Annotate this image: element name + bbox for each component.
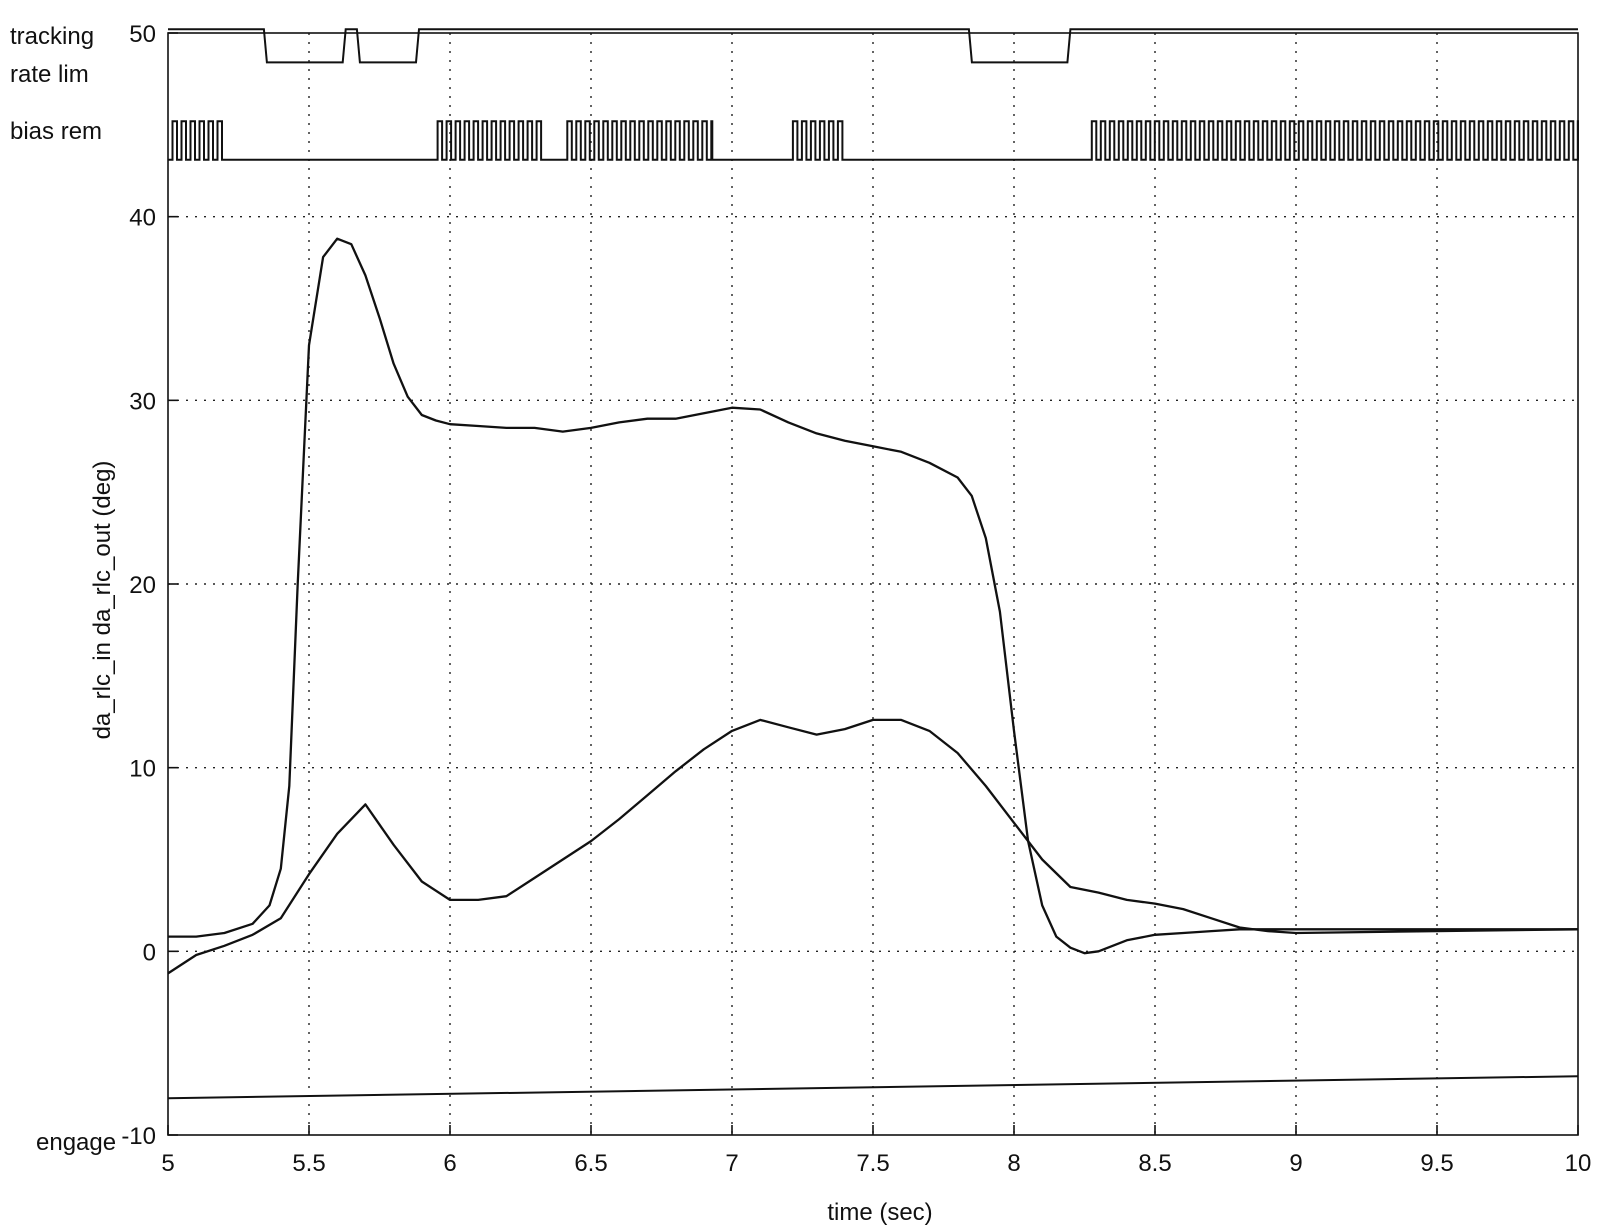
x-tick-label: 10 [1565, 1150, 1592, 1177]
y-tick-label: 20 [129, 572, 156, 599]
y-tick-label: 30 [129, 388, 156, 415]
y-tick-label: 40 [129, 205, 156, 232]
discrete-trace-group [167, 28, 1579, 1100]
x-tick-label: 7.5 [856, 1150, 889, 1177]
engage-label: engage [36, 1129, 116, 1156]
tracking-trace [168, 28, 1578, 64]
y-tick-label: 50 [129, 21, 156, 48]
series-group [167, 237, 1579, 975]
y-axis-label: da_rlc_in da_rlc_out (deg) [89, 461, 116, 740]
x-tick-label: 9 [1289, 1150, 1302, 1177]
x-tick-label: 6.5 [574, 1150, 607, 1177]
x-tick-label: 5 [161, 1150, 174, 1177]
x-tick-label: 6 [443, 1150, 456, 1177]
series-line-2 [167, 718, 1579, 975]
engage-trace [167, 1075, 1579, 1100]
x-tick-label: 7 [725, 1150, 738, 1177]
x-tick-label: 8.5 [1138, 1150, 1171, 1177]
y-tick-label: 0 [143, 939, 156, 966]
x-tick-labels: 5 5.5 6 6.5 7 7.5 8 8.5 9 9.5 10 [161, 1125, 1591, 1177]
grid-lines [168, 33, 1578, 1135]
x-tick-label: 5.5 [292, 1150, 325, 1177]
bias-rem-label: bias rem [10, 118, 102, 145]
tracking-label: tracking [10, 23, 94, 50]
x-tick-label: 9.5 [1420, 1150, 1453, 1177]
y-tick-label: 10 [129, 756, 156, 783]
series-line-1 [168, 237, 1578, 955]
x-tick-label: 8 [1007, 1150, 1020, 1177]
bias-rem-trace [168, 120, 1579, 161]
rate-lim-label: rate lim [10, 61, 89, 88]
y-tick-label: -10 [121, 1123, 156, 1150]
x-axis-label: time (sec) [827, 1199, 932, 1226]
y-tick-labels: -10 0 10 20 30 40 50 [121, 21, 178, 1150]
